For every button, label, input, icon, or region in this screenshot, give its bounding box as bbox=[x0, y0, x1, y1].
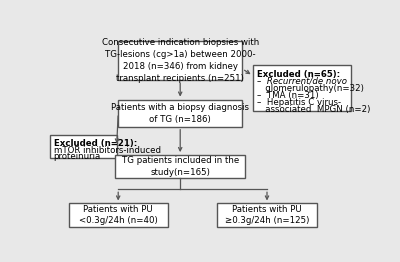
Text: TG patients included in the
study(n=165): TG patients included in the study(n=165) bbox=[122, 156, 239, 177]
Text: proteinuria: proteinuria bbox=[54, 152, 101, 161]
Text: Patients with a biopsy diagnosis
of TG (n=186): Patients with a biopsy diagnosis of TG (… bbox=[111, 103, 249, 124]
Text: mTOR inhibitors-induced: mTOR inhibitors-induced bbox=[54, 146, 161, 155]
Text: –  Hepatitis C virus-: – Hepatitis C virus- bbox=[257, 98, 341, 107]
FancyBboxPatch shape bbox=[118, 41, 242, 80]
Text: –  TMA (n=31): – TMA (n=31) bbox=[257, 91, 318, 100]
FancyBboxPatch shape bbox=[253, 65, 351, 111]
FancyBboxPatch shape bbox=[118, 100, 242, 127]
Text: associated  MPGN (n=2): associated MPGN (n=2) bbox=[257, 105, 370, 114]
FancyBboxPatch shape bbox=[69, 203, 168, 227]
Text: Excluded (n=65):: Excluded (n=65): bbox=[257, 70, 340, 79]
Text: Patients with PU
<0.3g/24h (n=40): Patients with PU <0.3g/24h (n=40) bbox=[79, 205, 158, 225]
Text: Excluded (n=21):: Excluded (n=21): bbox=[54, 139, 137, 148]
Text: –  Recurrent/de novo: – Recurrent/de novo bbox=[257, 77, 347, 86]
Text: Patients with PU
≥0.3g/24h (n=125): Patients with PU ≥0.3g/24h (n=125) bbox=[225, 205, 309, 225]
FancyBboxPatch shape bbox=[115, 155, 245, 178]
FancyBboxPatch shape bbox=[50, 135, 117, 158]
Text: Consecutive indication biopsies with
TG-lesions (cg>1a) between 2000-
2018 (n=34: Consecutive indication biopsies with TG-… bbox=[102, 39, 259, 83]
FancyBboxPatch shape bbox=[218, 203, 317, 227]
Text: glomerulopathy(n=32): glomerulopathy(n=32) bbox=[257, 84, 364, 93]
